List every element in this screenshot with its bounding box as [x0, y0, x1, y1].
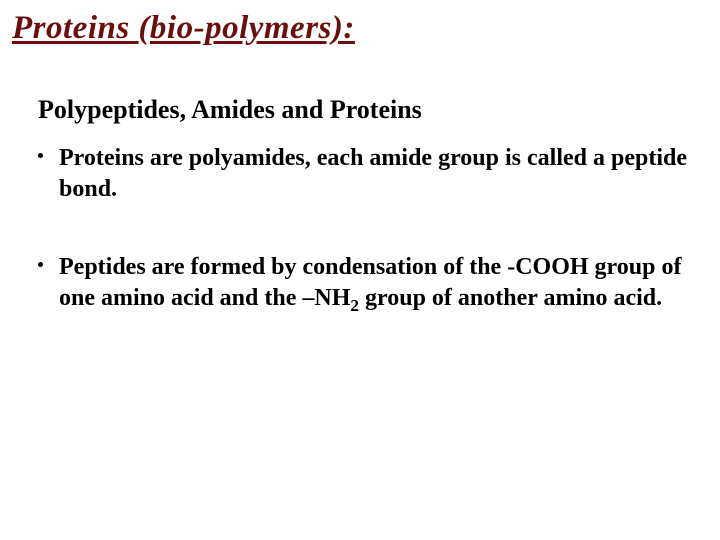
bullet-text-post: group of another amino acid.: [359, 285, 662, 311]
bullet-item: Peptides are formed by condensation of t…: [38, 252, 708, 313]
subscript: 2: [350, 296, 359, 315]
bullet-text: Proteins are polyamides, each amide grou…: [59, 143, 708, 204]
page-title: Proteins (bio-polymers):: [12, 10, 708, 47]
bullet-dot-icon: [38, 153, 43, 158]
section-heading: Polypeptides, Amides and Proteins: [38, 95, 708, 125]
bullet-item: Proteins are polyamides, each amide grou…: [38, 143, 708, 204]
bullet-text: Peptides are formed by condensation of t…: [59, 252, 708, 313]
bullet-dot-icon: [38, 262, 43, 267]
